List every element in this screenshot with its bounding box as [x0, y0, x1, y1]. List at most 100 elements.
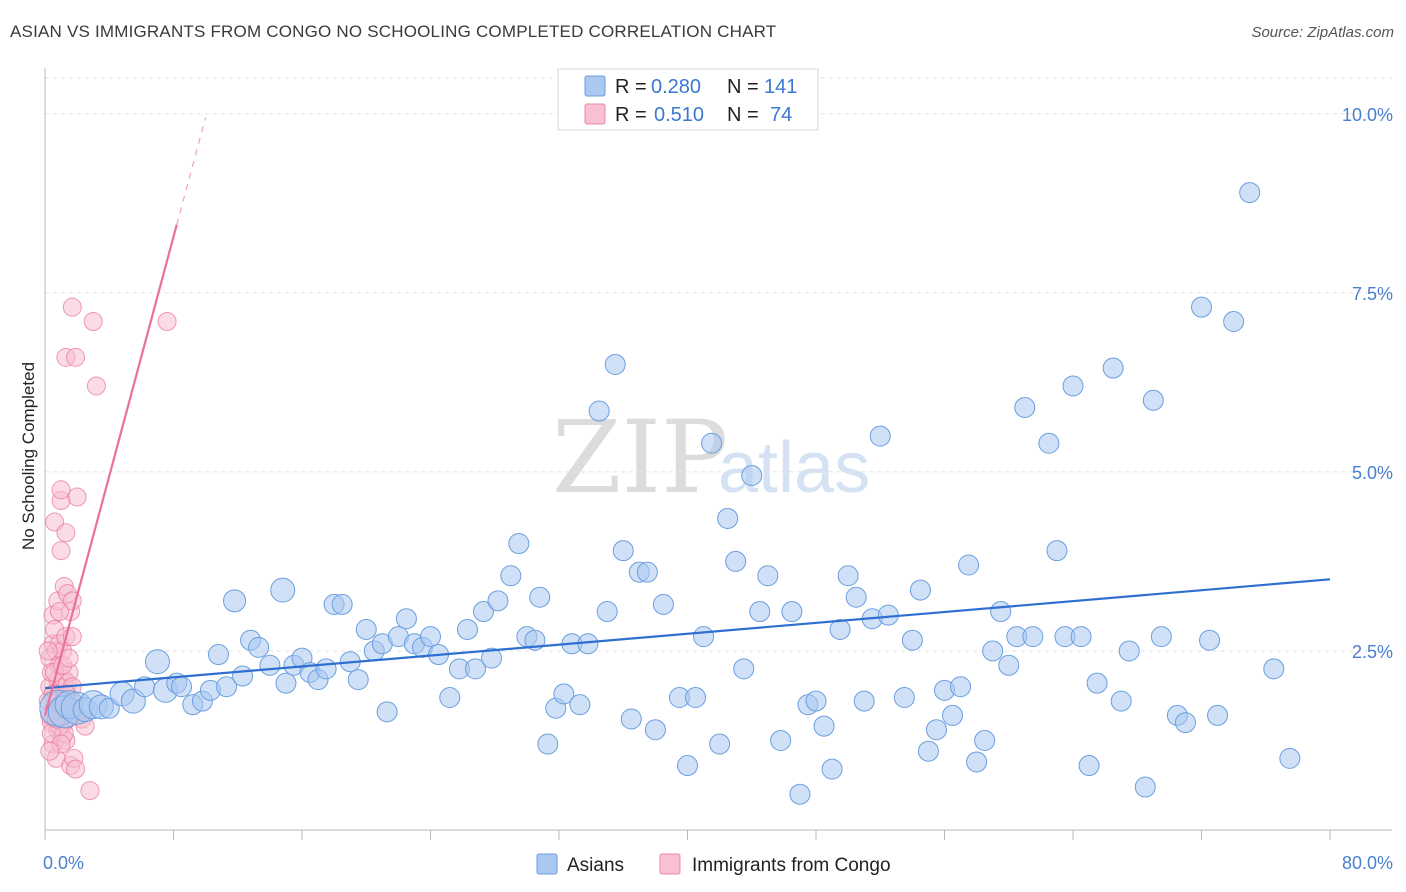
asians-point: [925, 719, 947, 741]
asians-point: [829, 618, 851, 640]
asians-point: [1118, 640, 1140, 662]
legend-asians-r-label: R =: [615, 76, 647, 98]
x-tick-labels: 0.0% 80.0%: [43, 853, 1393, 873]
asians-point: [837, 565, 859, 587]
y-tick-label: 5.0%: [1352, 463, 1393, 483]
asians-point: [909, 579, 931, 601]
asians-point: [845, 586, 867, 608]
asians-point: [717, 507, 739, 529]
bottom-legend: Asians Immigrants from Congo: [536, 853, 891, 876]
congo-point: [62, 297, 82, 317]
asians-point: [966, 751, 988, 773]
asians-point: [216, 676, 238, 698]
asians-point: [1046, 540, 1068, 562]
asians-point: [652, 593, 674, 615]
asians-point: [596, 601, 618, 623]
asians-point: [481, 647, 503, 669]
congo-point: [51, 480, 71, 500]
asians-point: [270, 577, 296, 603]
asians-point: [569, 694, 591, 716]
asians-point: [950, 676, 972, 698]
asians-point: [1110, 690, 1132, 712]
asians-point: [1263, 658, 1285, 680]
asians-point: [1223, 311, 1245, 333]
asians-point: [537, 733, 559, 755]
asians-point: [685, 687, 707, 709]
source-label: Source: ZipAtlas.com: [1251, 24, 1394, 41]
congo-point: [56, 523, 76, 543]
watermark-atlas: atlas: [718, 428, 870, 508]
congo-trend-line: [43, 224, 178, 716]
asians-point: [813, 715, 835, 737]
asians-point: [612, 540, 634, 562]
asians-point: [1191, 296, 1212, 318]
congo-point: [80, 781, 100, 801]
asians-point: [1078, 755, 1100, 777]
x-tick-label-min: 0.0%: [43, 853, 84, 873]
asians-point: [693, 626, 715, 648]
asians-point: [636, 561, 658, 583]
asians-point: [604, 353, 626, 375]
asians-point: [1102, 357, 1124, 379]
asians-point: [487, 590, 509, 612]
legend-asians-n-label: N =: [727, 76, 759, 98]
asians-point: [1142, 389, 1164, 411]
congo-point: [157, 312, 177, 332]
asians-point: [500, 565, 522, 587]
asians-point: [917, 740, 939, 762]
asians-point: [998, 654, 1020, 676]
asians-trend-line: [44, 578, 1331, 690]
asians-point: [1199, 629, 1221, 651]
congo-trend-extension: [176, 117, 207, 225]
asians-point: [1239, 182, 1261, 204]
asians-point: [709, 733, 731, 755]
asians-point: [439, 687, 461, 709]
bottom-legend-asians-label: Asians: [567, 855, 624, 876]
congo-point: [40, 741, 60, 761]
y-tick-labels: 2.5% 5.0% 7.5% 10.0%: [1342, 105, 1393, 662]
y-tick-label: 7.5%: [1352, 284, 1393, 304]
asians-point: [789, 783, 811, 805]
bottom-legend-congo-label: Immigrants from Congo: [692, 855, 891, 876]
asians-point: [232, 665, 254, 687]
asians-point: [508, 533, 530, 555]
congo-point: [51, 541, 71, 561]
asians-point: [677, 755, 698, 777]
asians-point: [588, 400, 610, 422]
asians-point: [473, 601, 495, 623]
legend-congo-r-value: 0.510: [654, 104, 704, 126]
asians-point: [529, 586, 551, 608]
asians-point: [1174, 712, 1196, 734]
asians-point: [223, 589, 247, 613]
congo-point: [49, 602, 69, 622]
asians-point: [347, 669, 369, 691]
congo-point: [67, 487, 87, 507]
asians-point: [275, 672, 297, 694]
legend-congo-r-label: R =: [615, 104, 647, 126]
y-tick-label: 10.0%: [1342, 105, 1393, 125]
asians-point: [456, 618, 478, 640]
asians-point: [974, 729, 996, 751]
gridlines: [45, 77, 1392, 652]
asians-point: [749, 601, 771, 623]
top-legend: R = 0.280 N = 141 R = 0.510 N = 74: [557, 68, 819, 131]
asians-point: [144, 649, 170, 675]
asians-point: [901, 629, 923, 651]
trend-lines: [43, 117, 1331, 716]
congo-point: [66, 759, 86, 779]
legend-congo-n-value: 74: [770, 104, 792, 126]
y-tick-label: 2.5%: [1352, 642, 1393, 662]
asians-point: [701, 432, 723, 454]
asians-point: [248, 636, 270, 658]
asians-point: [757, 565, 779, 587]
legend-congo-swatch: [584, 103, 606, 125]
asians-point: [1086, 672, 1108, 694]
x-tick-label-max: 80.0%: [1342, 853, 1393, 873]
asians-point: [942, 704, 964, 726]
bottom-legend-asians-swatch: [536, 853, 558, 875]
asians-point: [741, 464, 763, 486]
legend-asians-n-value: 141: [764, 76, 797, 98]
asians-point: [893, 687, 915, 709]
asians-point: [1022, 626, 1044, 648]
congo-point: [86, 376, 106, 396]
